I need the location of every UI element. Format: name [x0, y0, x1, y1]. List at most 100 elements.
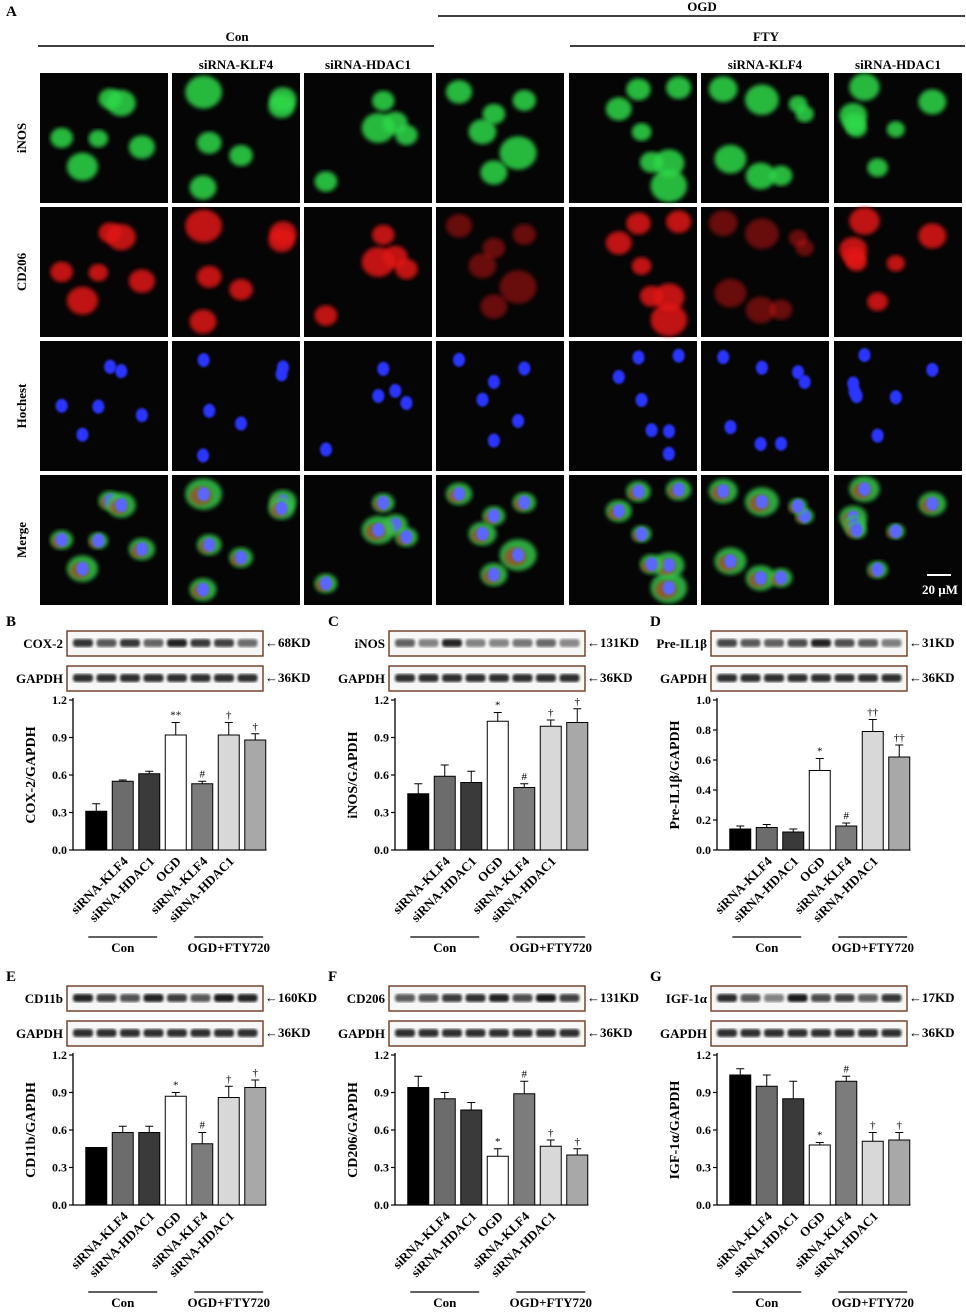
- inos-stain: [395, 124, 418, 146]
- micrograph-tile: [701, 73, 829, 203]
- ogd-group-label: OGD+FTY720: [831, 1295, 914, 1310]
- y-tick-label: 0.6: [696, 753, 711, 767]
- blot-band: [214, 639, 234, 647]
- cd206-stain: [639, 285, 664, 307]
- y-tick-label: 0.6: [374, 1123, 389, 1137]
- blot-band: [143, 994, 164, 1002]
- panel-g: G IGF-1α ←17KD GAPDH ←36KD 0.0 0.3 0.6 0.9 1.2 IGF…: [650, 969, 955, 1310]
- inos-stain: [88, 129, 109, 148]
- micrograph-tile: [569, 475, 697, 605]
- nucleus-stain: [275, 367, 288, 382]
- blot-band: [418, 639, 439, 647]
- inos-stain: [708, 76, 738, 103]
- blot-band: [787, 994, 808, 1002]
- merge-nucleus: [487, 567, 500, 582]
- cd206-stain: [714, 278, 747, 308]
- cd206-stain: [185, 209, 223, 243]
- y-tick-label: 0.0: [696, 843, 711, 857]
- nucleus-stain: [672, 348, 685, 363]
- micrograph-tile: [304, 207, 432, 337]
- bar: [782, 1098, 805, 1206]
- bar: [460, 1109, 483, 1206]
- cd206-stain: [395, 258, 418, 280]
- merge-nucleus: [55, 532, 68, 547]
- inos-stain: [788, 95, 808, 113]
- blot-band: [764, 1029, 784, 1037]
- y-tick-label: 1.2: [52, 693, 67, 707]
- blot-band: [190, 1029, 211, 1037]
- cd206-stain: [744, 218, 779, 249]
- blot-band: [559, 639, 580, 647]
- blot-kd-label: ←36KD: [909, 670, 955, 685]
- blot-kd-label: ←36KD: [909, 1025, 955, 1040]
- blot-band: [559, 1029, 580, 1037]
- blot-band: [96, 1029, 117, 1037]
- nucleus-stain: [798, 374, 811, 389]
- blot-band: [395, 639, 415, 647]
- merge-nucleus: [724, 554, 737, 569]
- micrograph-tile: [834, 341, 962, 471]
- inos-stain: [653, 149, 685, 178]
- cd206-stain: [372, 224, 395, 245]
- scale-bar-label: 20 μM: [922, 582, 958, 597]
- blot-band: [442, 994, 462, 1002]
- nucleus-stain: [197, 353, 210, 368]
- y-tick-label: 1.2: [52, 1048, 67, 1062]
- micrograph-tile: [304, 341, 432, 471]
- blot-band: [811, 994, 831, 1002]
- blot-band: [717, 674, 737, 682]
- bar: [566, 722, 589, 851]
- blot-band: [167, 639, 187, 647]
- bar: [111, 780, 134, 851]
- panel-b: B COX-2 ←68KD GAPDH ←36KD 0.0 0.3 0.6 0.9 1.2 COX-…: [6, 614, 311, 955]
- inos-stain: [106, 89, 136, 117]
- blot-band: [237, 1029, 258, 1037]
- bar: [164, 734, 187, 851]
- cd206-stain: [268, 228, 295, 253]
- blot-kd-label: ←131KD: [587, 990, 639, 1005]
- blot-band: [395, 674, 415, 682]
- column-label: siRNA-KLF4: [728, 57, 803, 72]
- micrograph-tile: [834, 475, 962, 605]
- y-axis-title: CD11b/GAPDH: [24, 1082, 39, 1178]
- ogd-group-label: OGD+FTY720: [187, 1295, 270, 1310]
- inos-stain: [482, 103, 506, 125]
- micrograph-tile: [172, 207, 300, 337]
- nucleus-stain: [889, 390, 902, 405]
- row-label: iNOS: [14, 123, 29, 153]
- merge-nucleus: [203, 537, 216, 552]
- blot-band: [881, 994, 902, 1002]
- inos-stain: [714, 144, 747, 174]
- bar: [244, 739, 267, 851]
- cd206-stain: [666, 210, 692, 234]
- panel-letter: F: [328, 969, 337, 985]
- blot-band: [787, 1029, 808, 1037]
- inos-stain: [128, 135, 155, 159]
- blot-label: iNOS: [355, 636, 385, 651]
- ogd-group-label: OGD+FTY720: [509, 1295, 592, 1310]
- cd206-stain: [867, 292, 888, 311]
- micrograph-tile: [436, 73, 564, 203]
- micrograph-tile: [834, 207, 962, 337]
- panel-letter: C: [328, 614, 339, 630]
- significance-mark: #: [522, 1068, 528, 1080]
- row-label: Hochest: [14, 383, 29, 428]
- blot-band: [489, 639, 509, 647]
- blot-band: [489, 674, 509, 682]
- micrograph-tile: [40, 475, 168, 605]
- merge-nucleus: [92, 533, 105, 548]
- y-tick-label: 0.8: [696, 723, 711, 737]
- blot-band: [881, 639, 902, 647]
- bar: [244, 1087, 267, 1206]
- micrograph-tile: [436, 341, 564, 471]
- inos-stain: [50, 127, 74, 149]
- ogd-header: OGD: [687, 0, 717, 14]
- blot-band: [717, 994, 737, 1002]
- blot-band: [395, 994, 415, 1002]
- blot-kd-label: ←36KD: [265, 1025, 311, 1040]
- blot-band: [811, 674, 831, 682]
- cd206-stain: [482, 237, 506, 259]
- y-tick-label: 0.0: [374, 1198, 389, 1212]
- y-tick-label: 0.4: [696, 783, 711, 797]
- y-tick-label: 0.3: [374, 1161, 389, 1175]
